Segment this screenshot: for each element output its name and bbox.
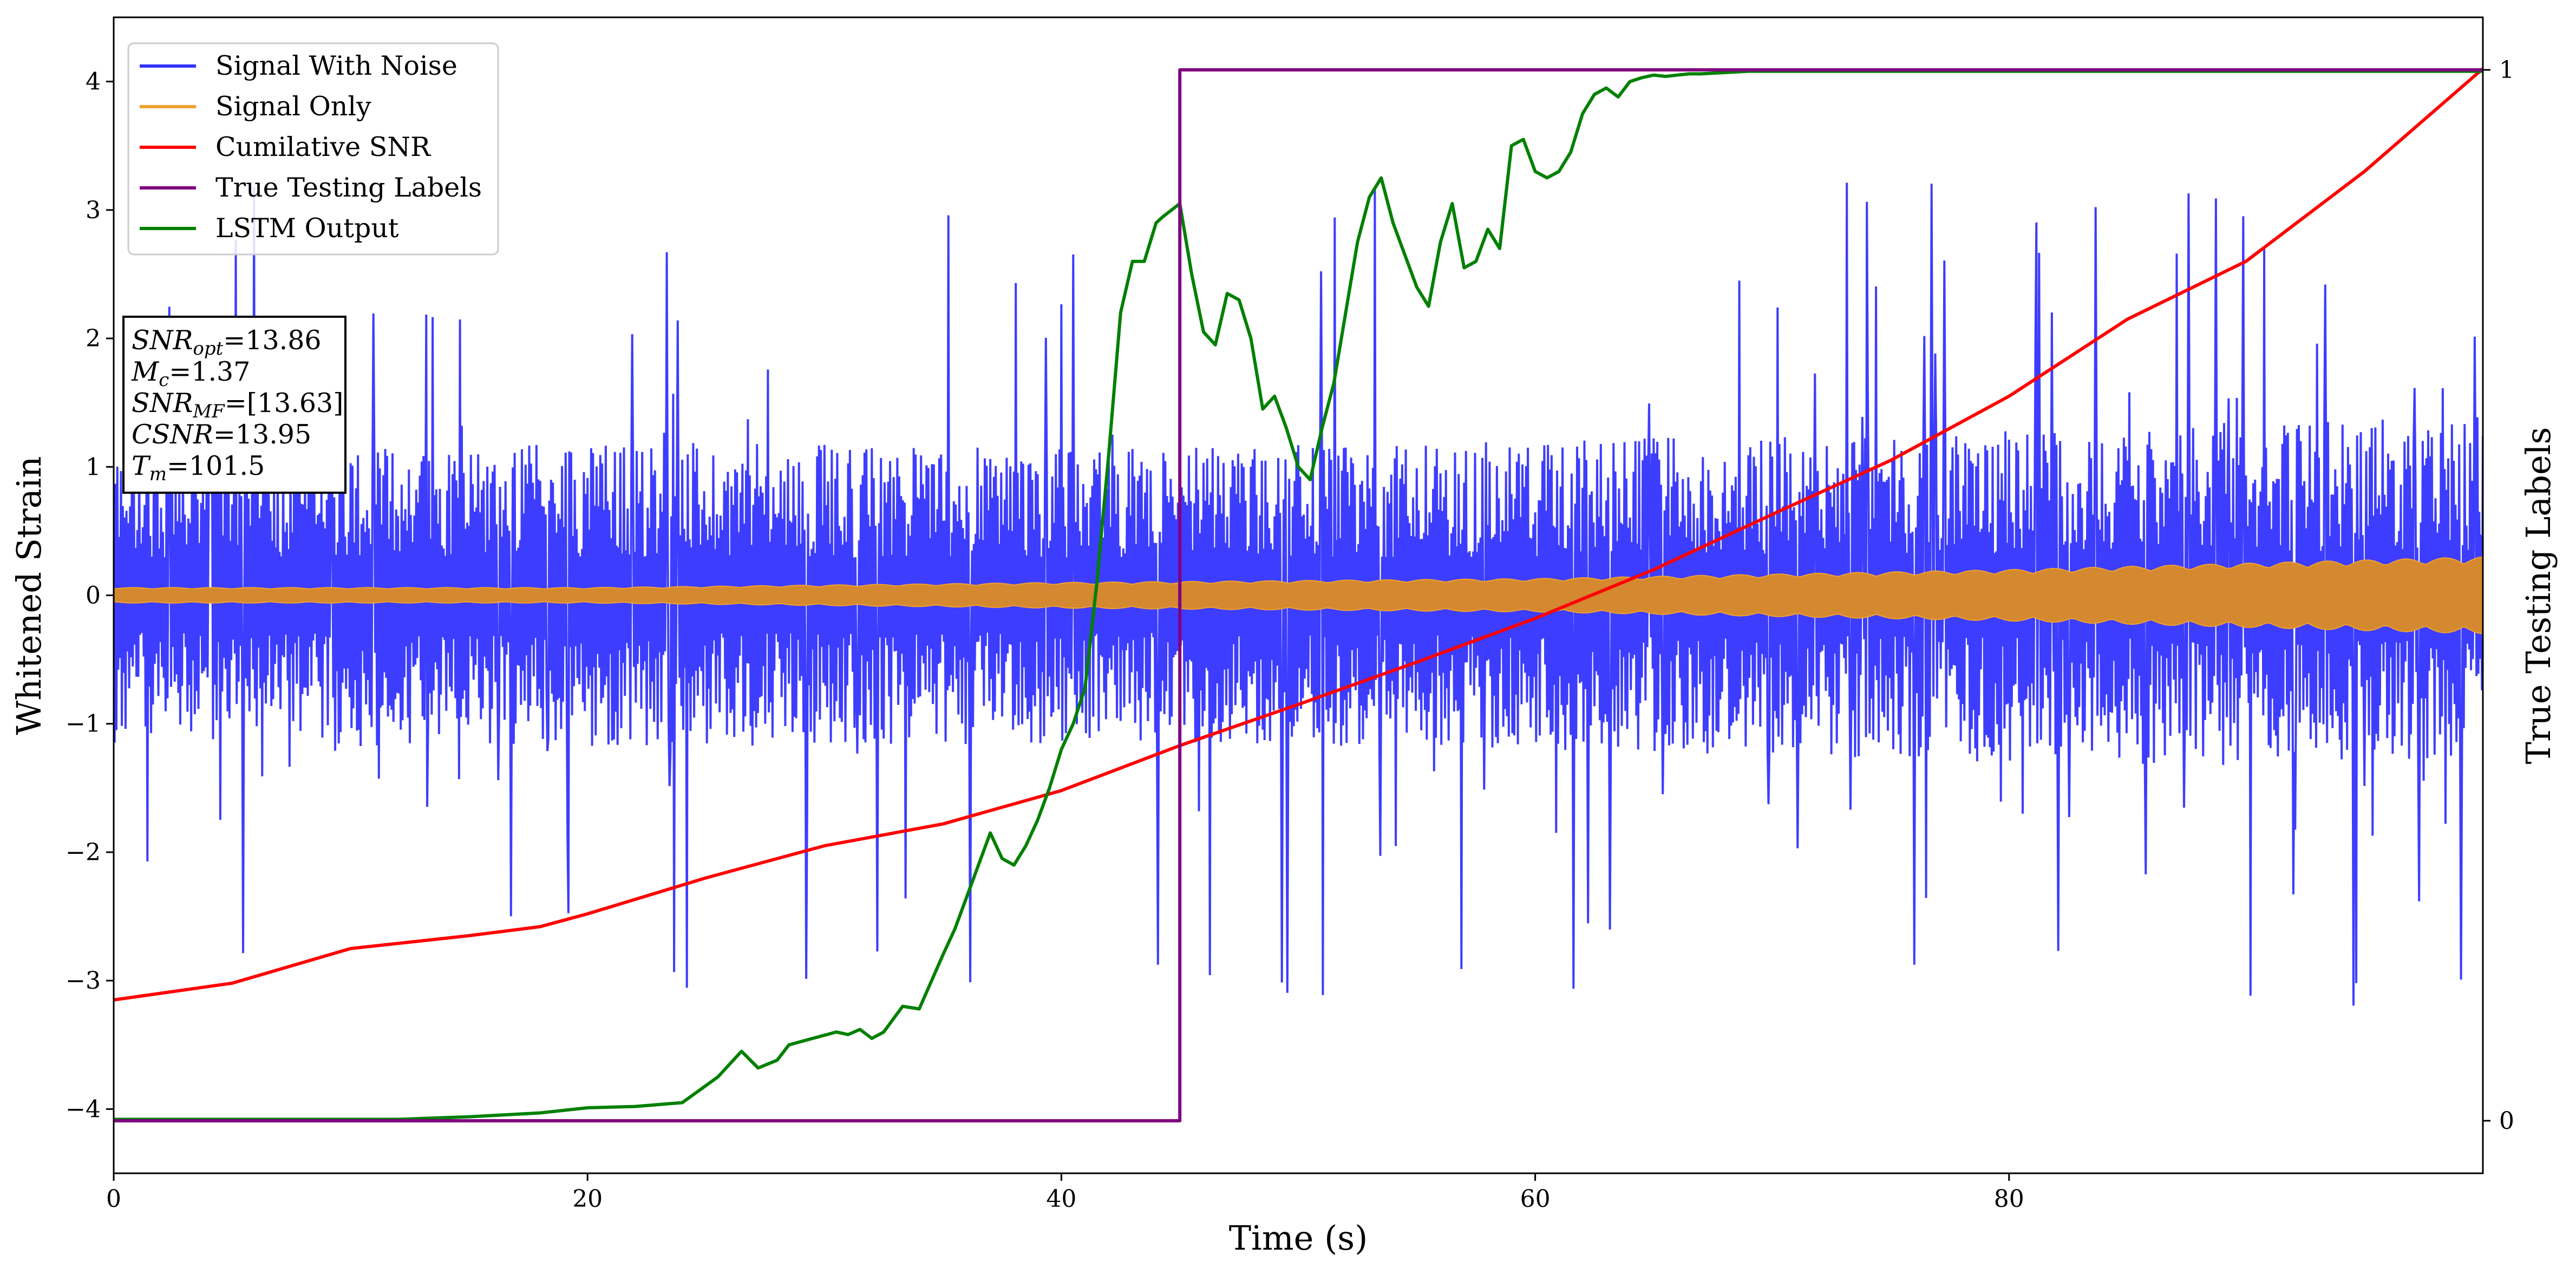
y-tick-label: 1 [86, 453, 101, 481]
x-axis-title: Time (s) [1229, 1218, 1368, 1258]
y-tick-label: 4 [86, 68, 101, 96]
annotation-line: SNRopt=13.86 [132, 325, 322, 360]
annotation-line: Mc=1.37 [131, 356, 250, 391]
y-tick-label: −1 [66, 710, 101, 738]
true-testing-labels-line [114, 68, 2483, 1122]
legend-label: True Testing Labels [215, 172, 482, 203]
y-axis-title: Whitened Strain [9, 456, 49, 735]
legend-label: Signal Only [215, 91, 371, 122]
annotation-line: SNRMF=[13.63] [132, 388, 343, 422]
legend: Signal With Noise Signal Only Cumilative S… [127, 42, 499, 256]
y-tick-label: 3 [86, 197, 101, 224]
annotation-line: CSNR=13.95 [132, 419, 311, 450]
cumilative-snr-line [114, 67, 2483, 1002]
parameter-annotation-box: SNRopt=13.86Mc=1.37SNRMF=[13.63]CSNR=13.… [122, 316, 346, 494]
annotation-line: Tm=101.5 [132, 450, 265, 485]
y2-axis-ticks: 01 [2483, 56, 2514, 1135]
legend-label: Signal With Noise [215, 50, 457, 81]
legend-label: LSTM Output [215, 213, 399, 244]
x-tick-label: 20 [572, 1185, 603, 1213]
y-tick-label: 2 [86, 325, 101, 352]
signal-only-series [114, 556, 2483, 635]
x-tick-label: 0 [106, 1185, 121, 1213]
line-series-group [114, 67, 2483, 1122]
legend-frame [127, 42, 499, 256]
y2-tick-label: 0 [2499, 1107, 2514, 1135]
y2-axis-title: True Testing Labels [2519, 427, 2558, 765]
y-tick-label: −3 [66, 967, 101, 995]
x-tick-label: 80 [1994, 1185, 2024, 1213]
annotation-frame [122, 316, 346, 494]
legend-label: Cumilative SNR [215, 132, 431, 162]
x-tick-label: 60 [1520, 1185, 1551, 1213]
x-axis-ticks: 0 20 40 60 80 [106, 1173, 2024, 1213]
x-tick-label: 40 [1046, 1185, 1076, 1213]
lstm-output-line [114, 69, 2483, 1121]
y-axis-ticks: −4 −3 −2 −1 0 1 2 3 4 [66, 68, 114, 1123]
y-tick-label: −4 [66, 1095, 101, 1123]
plot-area [114, 67, 2483, 1122]
chirp-band [114, 556, 2483, 635]
y2-tick-label: 1 [2499, 56, 2514, 84]
y-tick-label: −2 [66, 839, 101, 866]
y-tick-label: 0 [86, 582, 101, 610]
